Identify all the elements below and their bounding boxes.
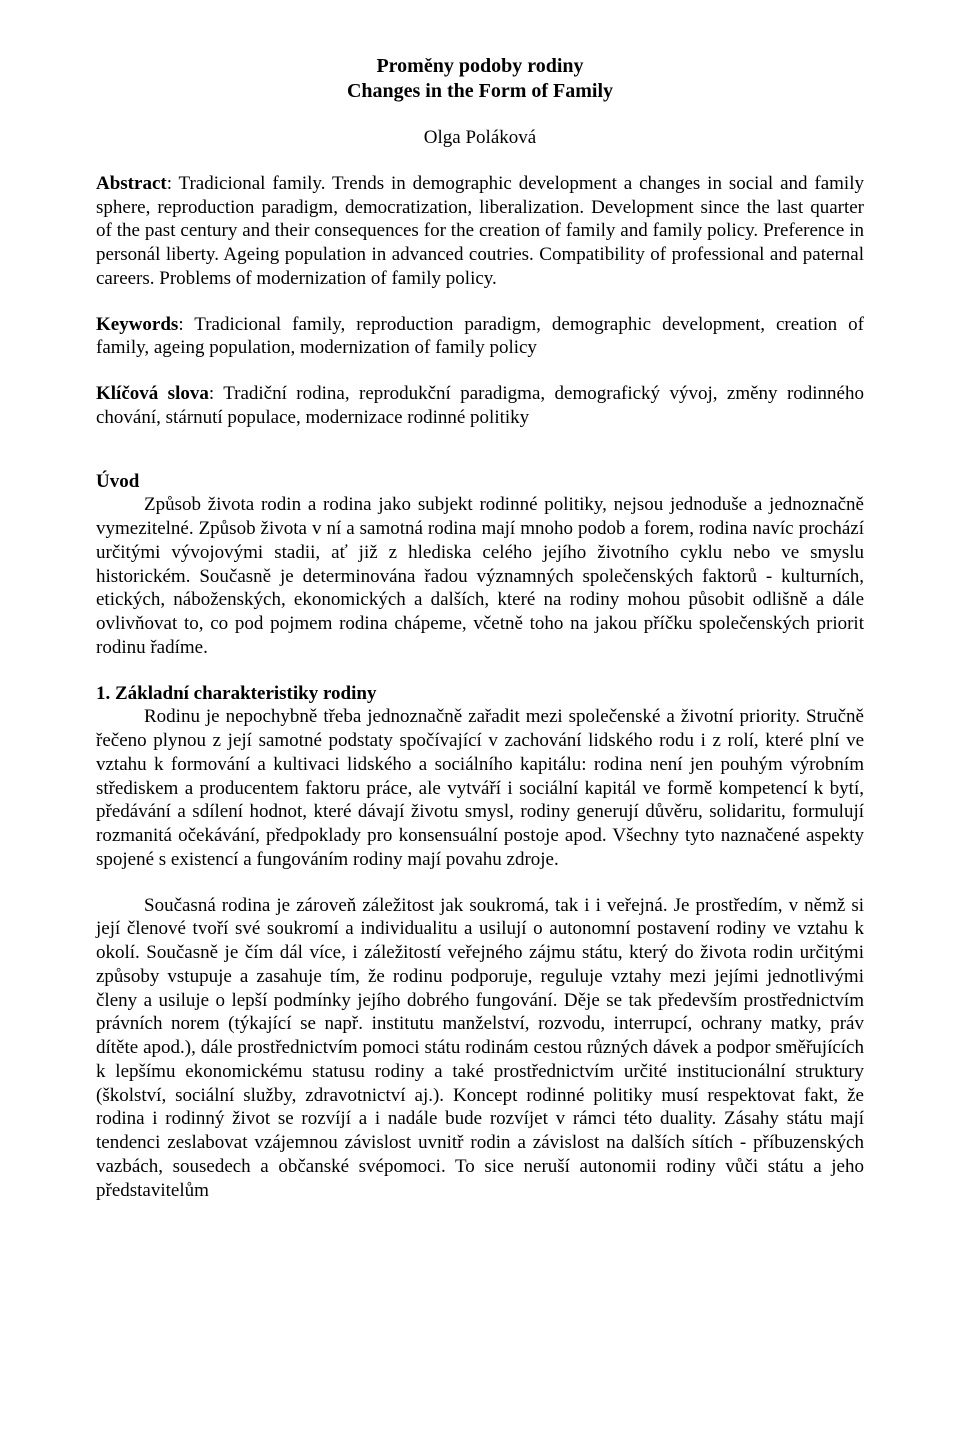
keywords-paragraph: Keywords: Tradicional family, reproducti… xyxy=(96,313,864,361)
document-page: Proměny podoby rodiny Changes in the For… xyxy=(0,0,960,1456)
abstract-paragraph: Abstract: Tradicional family. Trends in … xyxy=(96,172,864,291)
uvod-section: Úvod Způsob života rodin a rodina jako s… xyxy=(96,470,864,660)
author-name: Olga Poláková xyxy=(96,126,864,150)
klicova-slova-body: : Tradiční rodina, reprodukční paradigma… xyxy=(96,383,864,428)
uvod-body-paragraph: Způsob života rodin a rodina jako subjek… xyxy=(96,493,864,659)
section-1-paragraph-2: Současná rodina je zároveň záležitost ja… xyxy=(96,894,864,1203)
title-sub: Changes in the Form of Family xyxy=(96,79,864,104)
abstract-label: Abstract xyxy=(96,173,167,194)
keywords-body: : Tradicional family, reproduction parad… xyxy=(96,314,864,359)
keywords-label: Keywords xyxy=(96,314,178,335)
klicova-slova-paragraph: Klíčová slova: Tradiční rodina, reproduk… xyxy=(96,382,864,430)
klicova-slova-label: Klíčová slova xyxy=(96,383,209,404)
title-main: Proměny podoby rodiny xyxy=(96,54,864,79)
uvod-heading: Úvod xyxy=(96,470,864,494)
section-1-heading: 1. Základní charakteristiky rodiny xyxy=(96,682,864,706)
section-1-paragraph-1: Rodinu je nepochybně třeba jednoznačně z… xyxy=(96,705,864,871)
section-1: 1. Základní charakteristiky rodiny Rodin… xyxy=(96,682,864,1203)
abstract-body: : Tradicional family. Trends in demograp… xyxy=(96,173,864,289)
